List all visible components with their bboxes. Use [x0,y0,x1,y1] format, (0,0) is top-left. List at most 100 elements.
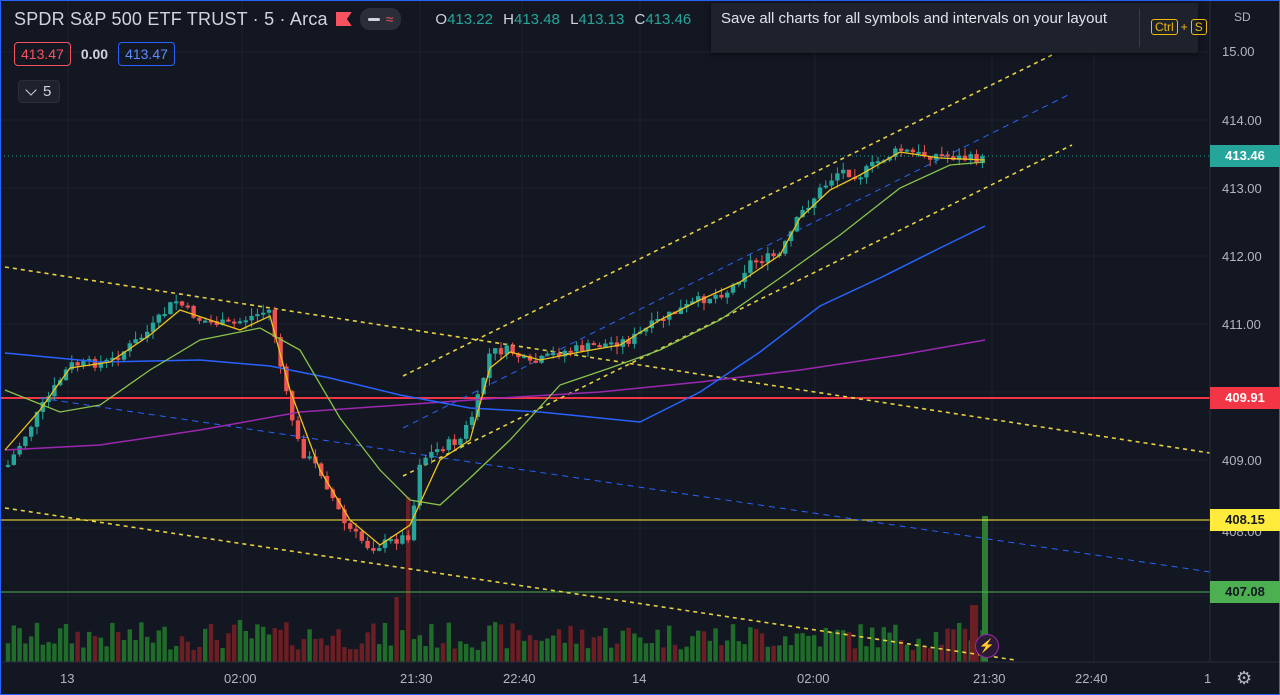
volume-bar [928,648,933,662]
volume-bar [585,648,591,662]
volume-bar [110,622,115,662]
volume-bar [429,624,434,662]
indicators-toggle[interactable]: 5 [18,80,61,103]
volume-bar [81,647,86,662]
market-status-toggle[interactable]: ≈ [359,8,402,30]
candle-body [243,320,248,323]
volume-bar [899,640,904,662]
volume-bar [904,644,910,662]
time-tick: 02:00 [797,671,830,686]
candle-body [110,357,115,360]
volume-bar [203,628,208,662]
volume-bar [208,623,214,662]
dash-icon [367,17,380,21]
candle-body [348,523,353,529]
volume-bar [556,629,562,662]
flag-icon[interactable] [335,12,352,26]
currency-label[interactable]: SD [1234,10,1251,24]
candle-body [556,353,562,357]
candle-body [626,339,631,344]
candle-body [759,261,765,264]
candle-body [817,187,823,199]
candle-body [452,439,457,445]
volume-bar [52,643,57,662]
volume-bar [290,645,295,662]
candle-body [893,148,898,157]
volume-bar [916,638,921,662]
volume-bar [678,649,683,662]
volume-bar [609,647,614,662]
candle-body [928,156,933,160]
volume-bar [435,647,440,662]
candle-body [278,337,283,367]
volume-bar [458,641,463,662]
time-tick: 22:40 [503,671,536,686]
volume-bar [841,630,846,662]
candle-body [145,331,150,338]
candle-body [411,505,417,541]
gear-icon[interactable]: ⚙ [1236,668,1253,688]
chart-grid [0,0,1210,662]
volume-bar [875,647,881,662]
candle-body [458,438,463,445]
candle-body [690,301,695,304]
trend-line-lower-channel [402,144,1073,477]
time-tick: 13 [60,671,75,686]
price-label-red-level: 409.91 [1210,387,1280,409]
volume-bar [266,634,272,662]
candle-body [823,185,828,188]
candle-body [440,449,446,452]
volume-bar [475,649,480,662]
candle-body [846,169,852,178]
volume-bar [730,624,736,662]
candle-body [835,173,840,181]
lightning-icon[interactable]: ⚡ [975,634,999,658]
candle-body [493,348,498,354]
trend-line-lower-down [4,507,1016,661]
candle-body [87,359,92,362]
horizontal-levels [0,155,1210,593]
save-tooltip: Save all charts for all symbols and inte… [711,3,1207,53]
volume-bar [313,638,318,662]
volume-bar [690,636,695,662]
candle-body [429,451,434,458]
symbol-name[interactable]: SPDR S&P 500 ETF TRUST · 5 · Arca [14,8,328,29]
candle-body [382,539,388,549]
candle-body [400,535,405,544]
candle-body [104,359,109,363]
volume-bar [469,647,475,662]
volume-bar [696,630,701,662]
candle-body [922,151,927,157]
volume-bar [394,597,399,662]
volume-bar [452,648,457,662]
volume-bar [835,629,840,662]
price-tick: 412.00 [1222,249,1262,264]
volume-bar [75,631,80,662]
volume-bar [765,646,770,662]
candle-body [75,362,80,366]
trend-line-upper-down [4,266,1211,454]
candle-body [162,314,167,317]
candle-body [307,456,312,459]
volume-bar [707,640,712,662]
volume-bar [701,631,707,662]
volume-bar [481,641,486,662]
volume-bar [539,640,544,662]
candle-body [336,498,341,510]
candle-body [261,312,266,315]
candle-body [899,148,904,151]
volume-bar [957,622,962,662]
buy-button[interactable]: 413.47 [118,42,175,66]
volume-bar [487,625,492,662]
volume-bar [661,647,666,662]
candle-body [551,353,556,356]
volume-bar [127,629,132,662]
volume-bar [962,628,968,662]
price-label-green-level: 407.08 [1210,581,1280,603]
trend-line-blue-down [39,397,1211,573]
candle-body [522,355,527,358]
sell-button[interactable]: 413.47 [14,42,71,66]
candle-body [377,548,382,551]
candle-body [945,154,950,157]
